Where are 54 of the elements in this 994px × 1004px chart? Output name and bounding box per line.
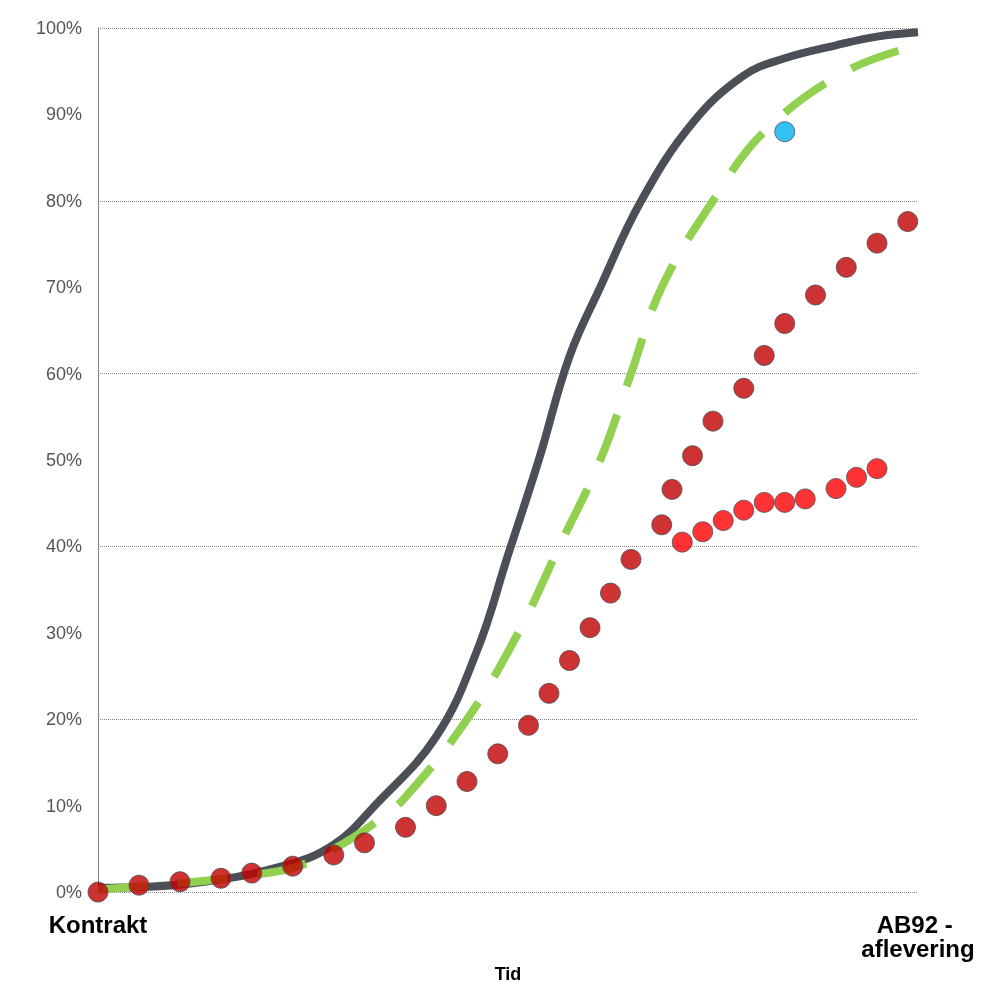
y-tick-label: 0% bbox=[55, 882, 82, 903]
point bbox=[323, 844, 345, 866]
point bbox=[712, 510, 734, 532]
y-tick-label: 70% bbox=[45, 277, 82, 298]
point bbox=[825, 478, 847, 500]
point bbox=[753, 491, 775, 513]
point bbox=[456, 771, 478, 792]
point bbox=[395, 816, 416, 838]
point bbox=[805, 284, 826, 306]
point bbox=[354, 832, 375, 854]
y-tick-label: 100% bbox=[35, 18, 82, 38]
point bbox=[241, 862, 263, 884]
x-tick-label: Kontrakt bbox=[48, 910, 148, 938]
point bbox=[282, 855, 304, 877]
point bbox=[559, 650, 580, 672]
y-tick-label: 30% bbox=[45, 622, 82, 643]
point bbox=[425, 795, 447, 817]
y-tick-label: 20% bbox=[45, 709, 82, 730]
point bbox=[671, 531, 693, 553]
point bbox=[774, 313, 796, 335]
point bbox=[774, 121, 796, 143]
y-tick-label: 90% bbox=[45, 104, 82, 125]
point bbox=[87, 881, 109, 903]
point bbox=[866, 232, 888, 254]
point bbox=[169, 871, 191, 893]
x-tick-label: AB92 - aflevering bbox=[861, 910, 975, 962]
point bbox=[518, 714, 539, 736]
point bbox=[682, 445, 703, 467]
point bbox=[661, 478, 683, 500]
x-axis-title: Tid bbox=[494, 964, 522, 984]
point bbox=[846, 466, 867, 488]
y-tick-label: 40% bbox=[45, 536, 82, 557]
point bbox=[774, 491, 796, 513]
point bbox=[733, 499, 755, 521]
point bbox=[600, 582, 621, 604]
y-tick-label: 10% bbox=[45, 795, 82, 816]
point bbox=[692, 521, 714, 543]
y-tick-label: 80% bbox=[45, 190, 82, 211]
y-tick-label: 50% bbox=[45, 450, 82, 471]
point bbox=[579, 617, 601, 639]
point bbox=[733, 377, 755, 399]
point bbox=[835, 256, 857, 278]
point bbox=[866, 458, 888, 480]
point bbox=[702, 410, 724, 432]
point bbox=[538, 682, 560, 704]
y-tick-label: 60% bbox=[45, 363, 82, 384]
point bbox=[651, 514, 673, 536]
point bbox=[753, 345, 775, 366]
point bbox=[210, 867, 232, 889]
point bbox=[620, 548, 642, 570]
point bbox=[794, 488, 816, 510]
point bbox=[487, 743, 509, 765]
point bbox=[128, 874, 150, 896]
point bbox=[897, 211, 919, 233]
